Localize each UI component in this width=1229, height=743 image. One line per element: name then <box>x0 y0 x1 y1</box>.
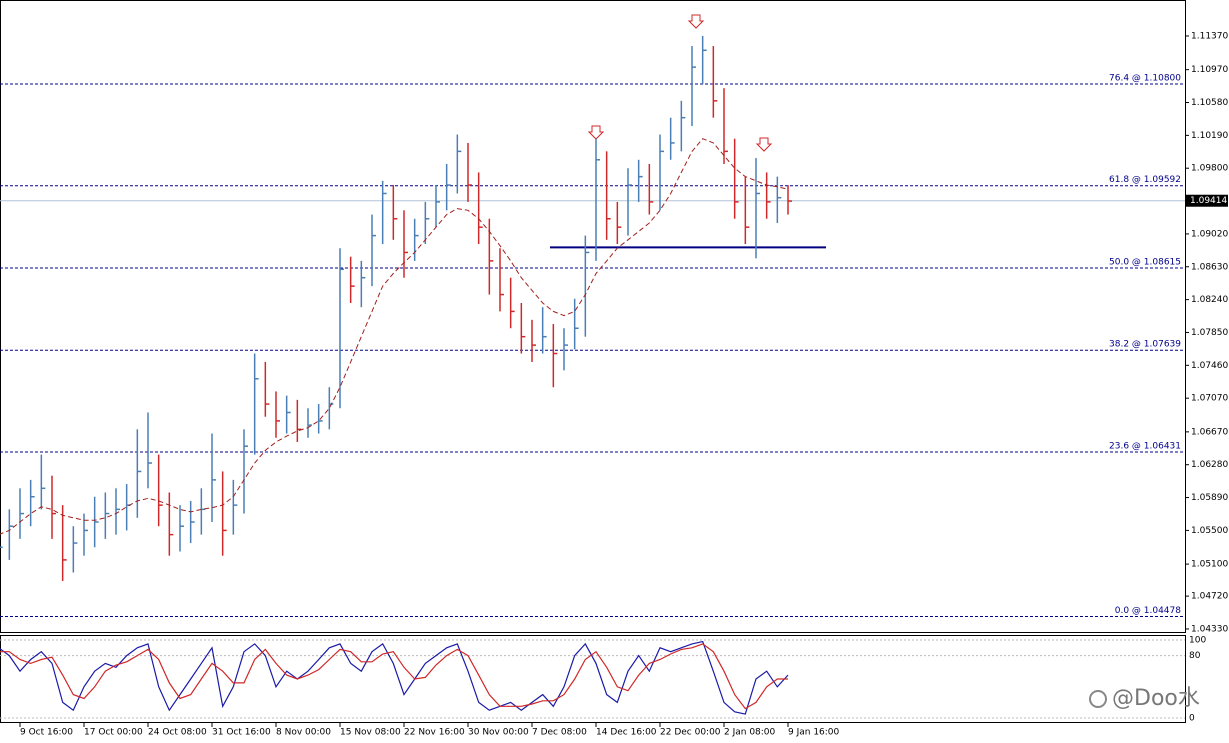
main-panel <box>0 0 1186 633</box>
x-tick-label: 31 Oct 16:00 <box>212 728 271 738</box>
peak-arrow <box>755 137 773 152</box>
fib-label: 0.0 @ 1.04478 <box>1115 606 1182 616</box>
last-price-label: 1.09414 <box>1190 196 1227 206</box>
osc-tick-label: 100 <box>1189 636 1206 646</box>
x-tick-label: 9 Oct 16:00 <box>20 728 73 738</box>
osc-tick-label: 80 <box>1189 651 1201 661</box>
y-tick-label: 1.10580 <box>1191 98 1228 108</box>
x-tick-label: 24 Oct 08:00 <box>148 728 207 738</box>
x-tick-label: 22 Nov 16:00 <box>404 728 465 738</box>
x-tick-label: 14 Dec 16:00 <box>596 728 657 738</box>
x-tick-label: 2 Jan 08:00 <box>724 728 776 738</box>
fib-label: 38.2 @ 1.07639 <box>1109 340 1181 350</box>
oscillator-panel <box>0 635 1186 723</box>
x-tick-label: 7 Dec 08:00 <box>532 728 587 738</box>
y-tick-label: 1.07850 <box>1191 328 1228 338</box>
x-tick-label: 8 Nov 00:00 <box>276 728 331 738</box>
x-tick-label: 15 Nov 08:00 <box>340 728 401 738</box>
y-tick-label: 1.09020 <box>1191 229 1228 239</box>
fib-label: 61.8 @ 1.09592 <box>1109 175 1181 185</box>
fib-label: 76.4 @ 1.10800 <box>1109 73 1181 83</box>
y-tick-label: 1.07460 <box>1191 361 1228 371</box>
x-tick-label: 30 Nov 00:00 <box>468 728 529 738</box>
x-tick-label: 9 Jan 16:00 <box>788 728 840 738</box>
last-price-box <box>1186 194 1228 207</box>
y-tick-label: 1.08630 <box>1191 262 1228 272</box>
x-tick-label: 22 Dec 00:00 <box>660 728 721 738</box>
watermark: @Doo水 <box>1112 686 1200 711</box>
y-tick-label: 1.09800 <box>1191 164 1228 174</box>
y-tick-label: 1.07070 <box>1191 394 1228 404</box>
y-tick-label: 1.10970 <box>1191 65 1228 75</box>
y-tick-label: 1.11370 <box>1191 31 1228 41</box>
y-tick-label: 1.05500 <box>1191 526 1228 536</box>
osc-tick-label: 0 <box>1189 714 1195 724</box>
y-tick-label: 1.04330 <box>1191 624 1228 634</box>
peak-arrow <box>687 14 705 29</box>
oscillator-line <box>0 640 789 715</box>
y-tick-label: 1.05100 <box>1191 560 1228 570</box>
fib-label: 23.6 @ 1.06431 <box>1109 441 1181 451</box>
y-tick-label: 1.04720 <box>1191 592 1228 602</box>
moving-average <box>0 138 789 535</box>
y-tick-label: 1.05890 <box>1191 493 1228 503</box>
y-tick-label: 1.06280 <box>1191 460 1228 470</box>
peak-arrow <box>587 125 605 140</box>
watermark-icon <box>1089 690 1107 708</box>
y-tick-label: 1.06670 <box>1191 427 1228 437</box>
fib-label: 50.0 @ 1.08615 <box>1109 258 1181 268</box>
oscillator-line <box>0 643 788 710</box>
y-tick-label: 1.08240 <box>1191 295 1228 305</box>
y-tick-label: 1.10190 <box>1191 131 1228 141</box>
x-tick-label: 17 Oct 00:00 <box>84 728 143 738</box>
